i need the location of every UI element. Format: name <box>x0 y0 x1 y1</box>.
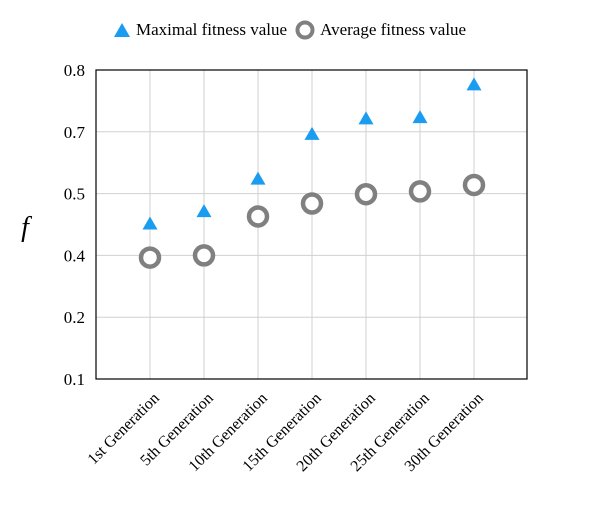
ring-marker-icon <box>295 20 315 40</box>
legend-label-average: Average fitness value <box>320 20 467 39</box>
max-fitness-point <box>358 111 374 125</box>
max-fitness-point <box>142 216 158 230</box>
y-axis-label: f <box>21 212 32 243</box>
avg-fitness-point <box>300 192 324 215</box>
legend-item-average: Average fitness value <box>295 20 466 40</box>
legend: Maximal fitness value Average fitness va… <box>113 20 466 40</box>
max-fitness-point <box>250 171 266 185</box>
y-tick-label: 0.2 <box>64 308 85 327</box>
legend-item-maximal: Maximal fitness value <box>113 20 287 40</box>
avg-fitness-point <box>354 182 378 206</box>
y-tick-label: 0.7 <box>64 123 86 142</box>
data-points <box>138 77 486 269</box>
max-fitness-point <box>304 126 320 140</box>
y-tick-label: 0.1 <box>64 370 85 389</box>
y-tick-label: 0.5 <box>64 185 85 204</box>
y-tick-label: 0.4 <box>64 246 86 265</box>
avg-fitness-point <box>462 173 486 197</box>
y-axis-ticks: 0.1 0.2 0.4 0.5 0.7 0.8 <box>64 61 86 389</box>
legend-label-maximal: Maximal fitness value <box>136 20 288 39</box>
triangle-marker-icon <box>114 23 130 37</box>
y-tick-label: 0.8 <box>64 61 85 80</box>
avg-fitness-point <box>408 180 432 203</box>
max-fitness-point <box>466 77 482 91</box>
gridlines <box>96 69 527 380</box>
avg-fitness-point <box>246 205 270 228</box>
plot-frame <box>95 69 528 380</box>
avg-fitness-point <box>138 246 162 269</box>
max-fitness-point <box>196 204 212 218</box>
avg-fitness-point <box>192 244 216 267</box>
max-fitness-point <box>412 110 428 124</box>
